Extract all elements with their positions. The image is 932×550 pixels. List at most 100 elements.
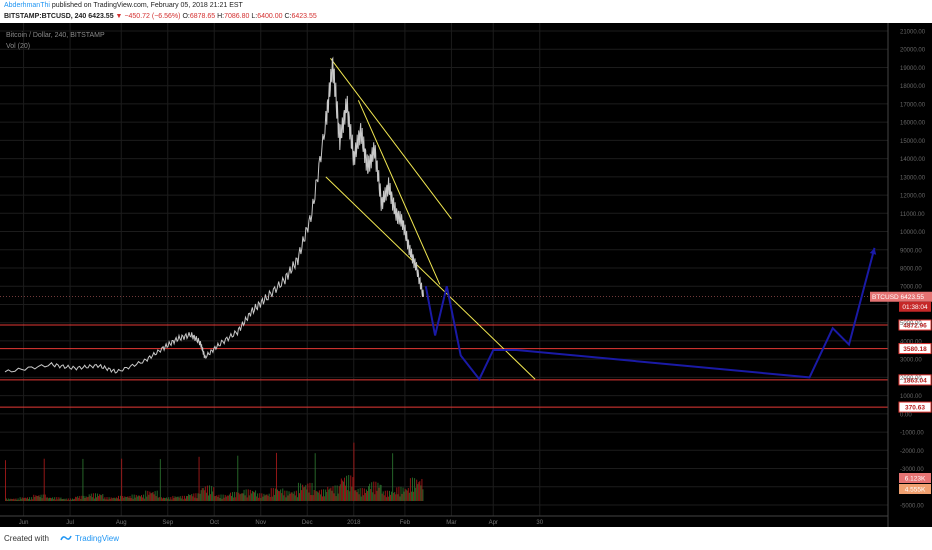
volume-bar — [422, 489, 424, 501]
volume-bar — [340, 478, 342, 501]
tradingview-brand[interactable]: TradingView — [60, 534, 119, 543]
volume-bar — [30, 499, 32, 501]
volume-bar — [355, 490, 357, 501]
volume-bar — [347, 490, 349, 501]
price-tick-label: -3000.00 — [900, 467, 924, 473]
volume-bar — [45, 497, 47, 501]
volume-bar — [68, 500, 70, 501]
volume-bar — [383, 495, 385, 501]
down-arrow-icon: ▼ — [115, 13, 123, 20]
volume-bar — [75, 496, 77, 501]
volume-bar — [303, 487, 305, 501]
price-tick-label: 15000.00 — [900, 139, 926, 145]
volume-bar — [184, 498, 186, 501]
volume-bar — [98, 495, 100, 501]
volume-bar — [368, 486, 370, 501]
level-label-box — [898, 343, 932, 355]
volume-bar — [336, 485, 338, 501]
volume-bar — [47, 498, 49, 501]
volume-bar — [322, 496, 324, 501]
volume-bar — [217, 496, 219, 501]
chart-title: Bitcoin / Dollar, 240, BITSTAMP — [6, 32, 105, 39]
volume-bar — [201, 488, 203, 501]
price-tick-label: 1000.00 — [900, 394, 922, 400]
volume-bar — [359, 488, 361, 501]
volume-bar — [351, 486, 353, 501]
volume-bar — [67, 498, 69, 501]
volume-bar — [14, 499, 16, 501]
volume-bar — [230, 495, 232, 501]
volume-bar — [267, 495, 269, 501]
volume-bar — [362, 495, 364, 501]
volume-bar — [377, 482, 379, 501]
volume-bar — [214, 496, 216, 501]
price-tick-label: 18000.00 — [900, 84, 926, 90]
volume-bar — [369, 483, 371, 501]
volume-bar — [310, 495, 312, 501]
volume-bar — [85, 496, 87, 501]
volume-bar — [13, 498, 15, 501]
volume-bar — [150, 493, 152, 501]
volume-bar — [64, 499, 66, 501]
volume-bar — [339, 484, 341, 501]
volume-bar — [370, 488, 372, 501]
volume-bar — [417, 484, 419, 501]
price-tick-label: 10000.00 — [900, 230, 926, 236]
level-label: 3580.18 — [903, 346, 927, 353]
volume-bar — [42, 494, 44, 501]
close-value: 6423.55 — [291, 13, 317, 20]
volume-bar — [41, 498, 43, 501]
volume-bar — [147, 490, 149, 501]
chart-area[interactable]: Bitcoin / Dollar, 240, BITSTAMP Vol (20)… — [0, 23, 932, 527]
volume-bar — [124, 496, 126, 501]
volume-bar — [149, 491, 151, 501]
volume-bar — [188, 494, 190, 501]
volume-bar — [263, 493, 265, 501]
volume-bar — [84, 498, 86, 501]
volume-bar — [129, 495, 131, 501]
volume-bar — [415, 487, 417, 501]
price-change: −450.72 (−6.56%) — [124, 13, 181, 20]
volume-bar — [161, 498, 163, 501]
volume-bar — [59, 498, 61, 501]
volume-bar — [414, 478, 416, 501]
volume-bar — [37, 496, 39, 501]
volume-bar — [43, 458, 45, 501]
price-tick-label: 14000.00 — [900, 157, 926, 163]
volume-bar — [260, 498, 262, 501]
price-line — [4, 56, 424, 374]
volume-bar — [31, 497, 33, 501]
volume-bar — [198, 456, 200, 501]
volume-bar — [190, 495, 192, 501]
volume-bar — [261, 493, 263, 501]
volume-bar — [413, 491, 415, 501]
price-tick-label: 9000.00 — [900, 248, 922, 254]
volume-bar — [123, 497, 125, 501]
volume-label-box — [899, 473, 931, 483]
volume-bar — [173, 498, 175, 501]
volume-bar — [93, 498, 95, 501]
volume-bar — [255, 490, 257, 501]
price-tick-label: 19000.00 — [900, 66, 926, 72]
volume-bar — [166, 497, 168, 501]
volume-bar — [197, 493, 199, 501]
volume-bar — [396, 487, 398, 501]
volume-bar — [345, 485, 347, 501]
volume-bar — [169, 499, 171, 501]
volume-bar — [170, 497, 172, 501]
volume-bar — [328, 489, 330, 501]
price-tick-label: 16000.00 — [900, 121, 926, 127]
volume-bar — [29, 497, 31, 501]
volume-bar — [153, 494, 155, 501]
price-chart[interactable]: Bitcoin / Dollar, 240, BITSTAMP Vol (20)… — [0, 23, 932, 527]
volume-bar — [25, 498, 27, 501]
volume-bar — [400, 486, 402, 501]
volume-bar — [307, 483, 309, 501]
trendline — [330, 58, 452, 220]
volume-bar — [52, 497, 54, 501]
author-link[interactable]: AbderhmanThi — [4, 2, 50, 9]
volume-bar — [332, 486, 334, 501]
volume-bar — [206, 485, 208, 501]
volume-bar — [297, 482, 299, 501]
volume-bar — [341, 480, 343, 501]
